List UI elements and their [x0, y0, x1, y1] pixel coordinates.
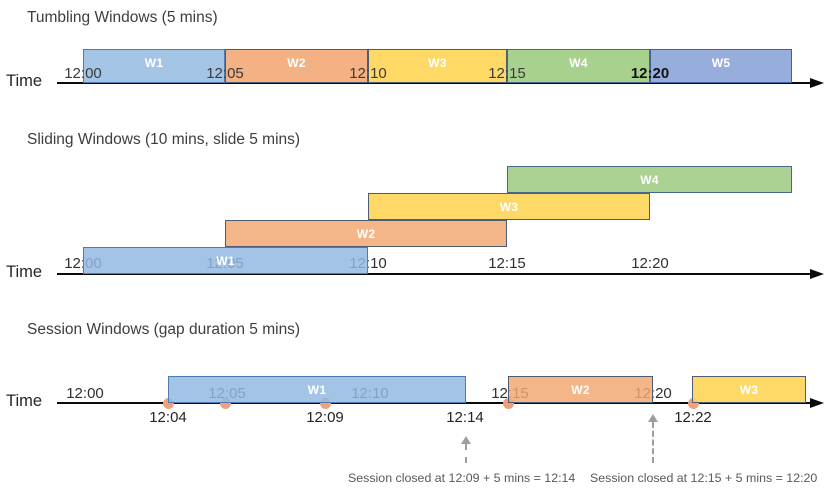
tumbling-time-tick: 12:00 — [64, 65, 102, 82]
session-title: Session Windows (gap duration 5 mins) — [27, 321, 301, 338]
tumbling-window-w5: W5 — [650, 49, 792, 83]
session-event-dot — [319, 397, 331, 409]
tumbling-window-w1: W1 — [83, 49, 225, 83]
sliding-timeline — [57, 273, 810, 276]
tumbling-time-tick: 12:05 — [206, 65, 244, 82]
tumbling-time-tick: 12:10 — [349, 65, 387, 82]
window-label: W2 — [356, 226, 376, 241]
session-annotation: Session closed at 12:09 + 5 mins = 12:14 — [348, 471, 576, 485]
tumbling-window-w2: W2 — [225, 49, 368, 83]
session-time-tick: 12:00 — [66, 385, 104, 402]
session-timeline — [57, 402, 810, 405]
tumbling-time-tick: 12:20 — [630, 65, 670, 82]
tumbling-window-w4: W4 — [507, 49, 650, 83]
session-event-dot — [687, 397, 699, 409]
sliding-title: Sliding Windows (10 mins, slide 5 mins) — [27, 131, 301, 148]
window-label: W3 — [499, 199, 519, 214]
session-window-w2: W2 — [508, 376, 653, 403]
sliding-window-w4: W4 — [507, 166, 792, 193]
window-label: W1 — [307, 382, 327, 397]
window-label: W1 — [216, 253, 235, 268]
session-annotation: Session closed at 12:15 + 5 mins = 12:20 — [590, 471, 818, 485]
tumbling-timeline — [57, 82, 810, 85]
tumbling-title: Tumbling Windows (5 mins) — [27, 9, 218, 26]
session-window-w3: W3 — [692, 376, 806, 403]
tumbling-timeline-arrow-icon — [810, 77, 824, 88]
sliding-timeline-arrow-icon — [810, 268, 824, 279]
session-annotation-arrow-line — [652, 422, 654, 463]
tumbling-time-axis-label: Time — [6, 72, 43, 90]
window-label: W2 — [287, 56, 306, 70]
sliding-window-w2: W2 — [225, 220, 507, 247]
session-time-axis-label: Time — [6, 392, 43, 410]
session-annotation-arrow-line — [465, 444, 467, 463]
sliding-time-tick: 12:15 — [488, 255, 526, 272]
session-event-time-label: 12:04 — [149, 409, 187, 426]
session-event-time-label: 12:14 — [446, 409, 484, 426]
sliding-window-w1: W1 — [83, 247, 368, 274]
window-label: W3 — [428, 56, 447, 70]
session-event-dot — [502, 397, 514, 409]
session-event-dot — [162, 397, 174, 409]
window-label: W3 — [739, 382, 759, 397]
session-annotation-arrow-icon — [461, 436, 471, 444]
session-annotation-arrow-icon — [648, 414, 658, 422]
window-label: W2 — [571, 382, 590, 397]
session-window-w1: W1 — [168, 376, 466, 403]
session-timeline-arrow-icon — [810, 397, 824, 408]
window-label: W5 — [711, 56, 731, 70]
session-event-dot — [219, 397, 231, 409]
window-label: W4 — [640, 172, 659, 187]
sliding-window-w3: W3 — [368, 193, 650, 220]
window-label: W4 — [569, 56, 588, 70]
window-label: W1 — [144, 56, 164, 70]
session-event-time-label: 12:22 — [674, 409, 712, 426]
sliding-time-tick: 12:20 — [631, 255, 669, 272]
sliding-time-axis-label: Time — [6, 263, 43, 281]
tumbling-window-w3: W3 — [368, 49, 507, 83]
session-event-time-label: 12:09 — [306, 409, 344, 426]
tumbling-time-tick: 12:15 — [488, 65, 526, 82]
